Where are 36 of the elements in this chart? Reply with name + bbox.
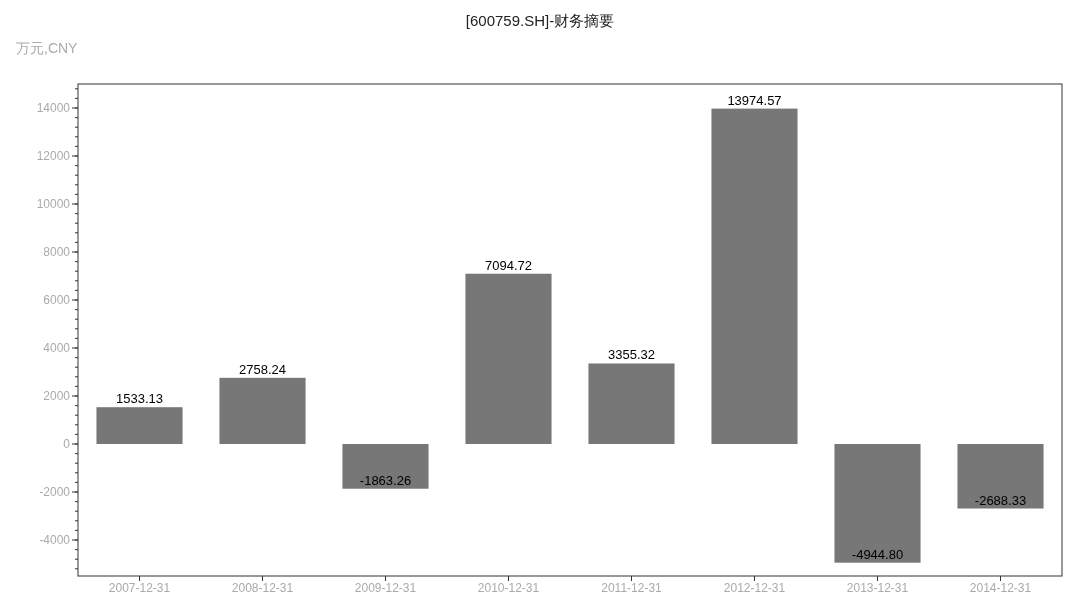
data-label: 2758.24 xyxy=(239,361,286,377)
y-tick-label: 14000 xyxy=(36,101,71,115)
bar xyxy=(588,363,675,444)
y-tick-label: 4000 xyxy=(43,341,71,355)
y-tick-label: -4000 xyxy=(39,533,71,547)
y-tick-label: 0 xyxy=(63,437,71,451)
x-tick-label: 2013-12-31 xyxy=(846,581,909,595)
y-tick-label: -2000 xyxy=(39,485,71,499)
bar xyxy=(834,444,921,563)
data-label: 3355.32 xyxy=(608,347,655,363)
x-tick-label: 2009-12-31 xyxy=(354,581,417,595)
x-tick-label: 2008-12-31 xyxy=(231,581,294,595)
y-tick-label: 12000 xyxy=(36,149,71,163)
chart-title: [600759.SH]-财务摘要 xyxy=(465,12,615,29)
data-label: -4944.80 xyxy=(851,546,904,562)
y-tick-label: 6000 xyxy=(43,293,71,307)
bar xyxy=(465,273,552,444)
y-axis-title: 万元,CNY xyxy=(16,40,79,56)
data-label: -1863.26 xyxy=(359,472,412,488)
data-label: -2688.33 xyxy=(974,492,1027,508)
y-tick-label: 8000 xyxy=(43,245,71,259)
bar xyxy=(711,108,798,444)
x-tick-label: 2010-12-31 xyxy=(477,581,540,595)
x-tick-label: 2012-12-31 xyxy=(723,581,786,595)
x-tick-label: 2011-12-31 xyxy=(601,581,663,595)
bar xyxy=(219,377,306,444)
y-tick-label: 2000 xyxy=(43,389,71,403)
x-tick-label: 2007-12-31 xyxy=(108,581,171,595)
bar xyxy=(96,407,183,444)
y-tick-label: 10000 xyxy=(36,197,71,211)
bar xyxy=(342,444,429,489)
bar xyxy=(957,444,1044,509)
data-label: 1533.13 xyxy=(116,391,163,407)
x-tick-label: 2014-12-31 xyxy=(969,581,1032,595)
data-label: 7094.72 xyxy=(485,257,532,273)
data-label: 13974.57 xyxy=(727,92,782,108)
